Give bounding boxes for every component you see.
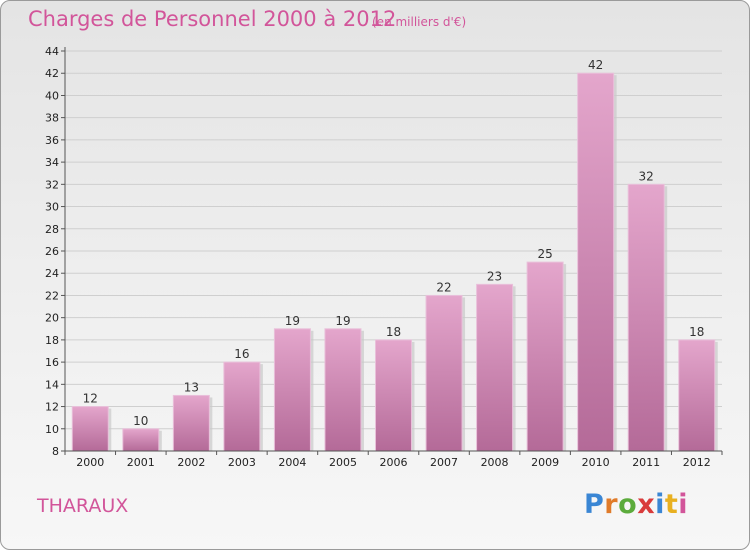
data-labels: 12 10 13 16 19 19 18 22 23 25 42 32 18 (83, 58, 705, 428)
bars (71, 72, 718, 452)
bar (324, 328, 362, 452)
data-label: 10 (133, 414, 148, 428)
data-label: 16 (234, 347, 249, 361)
y-tick-label: 44 (45, 45, 59, 58)
x-tick-label: 2005 (329, 456, 357, 469)
x-tick-label: 2002 (177, 456, 205, 469)
y-tick-label: 30 (45, 201, 59, 214)
bar (678, 339, 716, 452)
logo-letter: i (678, 489, 689, 520)
chart-title: Charges de Personnel 2000 à 2012 (28, 7, 397, 31)
data-label: 18 (386, 325, 401, 339)
x-tick-label: 2001 (127, 456, 155, 469)
x-tick-label: 2007 (430, 456, 458, 469)
y-tick-label: 32 (45, 178, 59, 191)
bar (375, 339, 412, 452)
bar (71, 406, 109, 452)
data-label: 25 (537, 247, 552, 261)
data-label: 18 (689, 325, 704, 339)
bar (476, 283, 514, 452)
bar (273, 328, 311, 452)
y-tick-label: 20 (45, 312, 59, 325)
bar (577, 72, 615, 452)
x-tick-label: 2011 (632, 456, 660, 469)
x-tick-label: 2000 (76, 456, 104, 469)
logo-letter: o (618, 489, 638, 520)
data-label: 19 (335, 314, 350, 328)
chart-subtitle: (en milliers d'€) (372, 15, 467, 29)
x-tick-label: 2008 (481, 456, 509, 469)
x-tick-labels: 2000 2001 2002 2003 2004 2005 2006 2007 2008 2009… (76, 456, 710, 469)
data-label: 12 (83, 392, 98, 406)
logo-letter: P (584, 489, 605, 520)
y-tick-label: 28 (45, 223, 59, 236)
axes (61, 47, 723, 455)
y-tick-label: 16 (45, 356, 59, 369)
bar (425, 294, 463, 452)
y-tick-label: 38 (45, 112, 59, 125)
y-tick-label: 18 (45, 334, 59, 347)
y-tick-label: 24 (45, 267, 59, 280)
y-tick-label: 40 (45, 89, 59, 102)
y-tick-label: 8 (52, 445, 59, 458)
bar (172, 394, 210, 452)
y-tick-label: 14 (45, 378, 59, 391)
x-tick-label: 2004 (278, 456, 306, 469)
logo-letter: r (604, 489, 619, 520)
data-label: 23 (487, 269, 502, 283)
data-label: 22 (436, 280, 451, 294)
data-label: 42 (588, 58, 603, 72)
bar (223, 361, 261, 452)
x-tick-label: 2010 (582, 456, 610, 469)
data-label: 32 (639, 169, 654, 183)
logo-letter: x (637, 489, 656, 520)
y-tick-label: 26 (45, 245, 59, 258)
y-tick-label: 12 (45, 401, 59, 414)
proxiti-logo[interactable]: Proxiti (584, 489, 688, 520)
y-tick-label: 34 (45, 156, 59, 169)
y-tick-labels: 8 10 12 14 16 18 20 22 24 26 28 30 32 34 36 38 40 42 44 (45, 45, 59, 458)
bar (526, 261, 564, 452)
x-tick-label: 2012 (683, 456, 711, 469)
data-label: 19 (285, 314, 300, 328)
x-tick-label: 2006 (380, 456, 408, 469)
bar (627, 183, 665, 452)
logo-letter: i (655, 489, 665, 520)
bar (122, 428, 160, 452)
y-tick-label: 42 (45, 67, 59, 80)
y-tick-label: 10 (45, 423, 59, 436)
y-tick-label: 36 (45, 134, 59, 147)
logo-letter: t (664, 489, 679, 520)
commune-name: THARAUX (37, 495, 129, 517)
x-tick-label: 2009 (531, 456, 559, 469)
data-label: 13 (184, 380, 199, 394)
x-tick-label: 2003 (228, 456, 256, 469)
y-tick-label: 22 (45, 289, 59, 302)
